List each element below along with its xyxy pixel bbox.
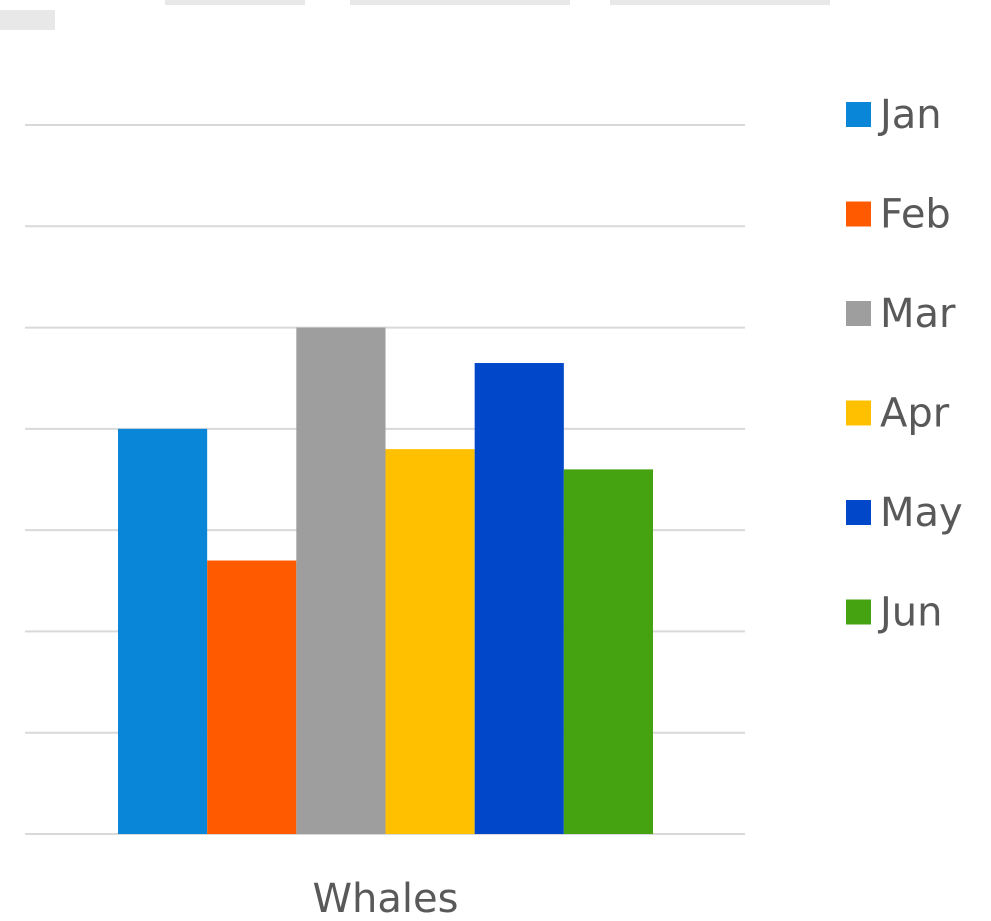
legend-label: Feb — [880, 192, 951, 238]
legend-item-apr: Apr — [846, 391, 950, 437]
bar-feb — [207, 560, 297, 834]
legend-swatch — [846, 599, 871, 625]
bar-may — [474, 363, 564, 834]
legend-item-jan: Jan — [846, 92, 942, 138]
legend-item-mar: Mar — [846, 291, 956, 337]
cropped-title-fragment-1 — [350, 0, 570, 5]
legend-label: May — [880, 490, 963, 536]
legend-label: Mar — [880, 291, 956, 337]
bar-jun — [563, 469, 653, 834]
legend-swatch — [846, 102, 871, 127]
legend-swatch — [846, 201, 871, 227]
bar-apr — [385, 449, 475, 834]
legend-label: Jun — [877, 590, 943, 636]
legend-swatch — [846, 500, 871, 525]
legend-item-jun: Jun — [846, 590, 943, 636]
cropped-title-fragment-0 — [165, 0, 305, 5]
category-axis: Whales — [313, 876, 459, 921]
category-label: Whales — [313, 876, 459, 921]
legend-label: Jan — [877, 92, 942, 138]
legend-item-may: May — [846, 490, 963, 536]
bar-jan — [118, 428, 208, 834]
cropped-title-fragment — [0, 0, 830, 30]
bar-series-group — [118, 327, 653, 834]
bar-mar — [296, 327, 386, 834]
legend: Jan Feb Mar Apr May Jun — [846, 92, 963, 636]
cropped-title-fragment-2 — [610, 0, 830, 5]
cropped-title-fragment-3 — [0, 10, 55, 30]
legend-item-feb: Feb — [846, 192, 951, 238]
legend-label: Apr — [880, 391, 950, 437]
legend-swatch — [846, 301, 871, 326]
legend-swatch — [846, 400, 871, 426]
